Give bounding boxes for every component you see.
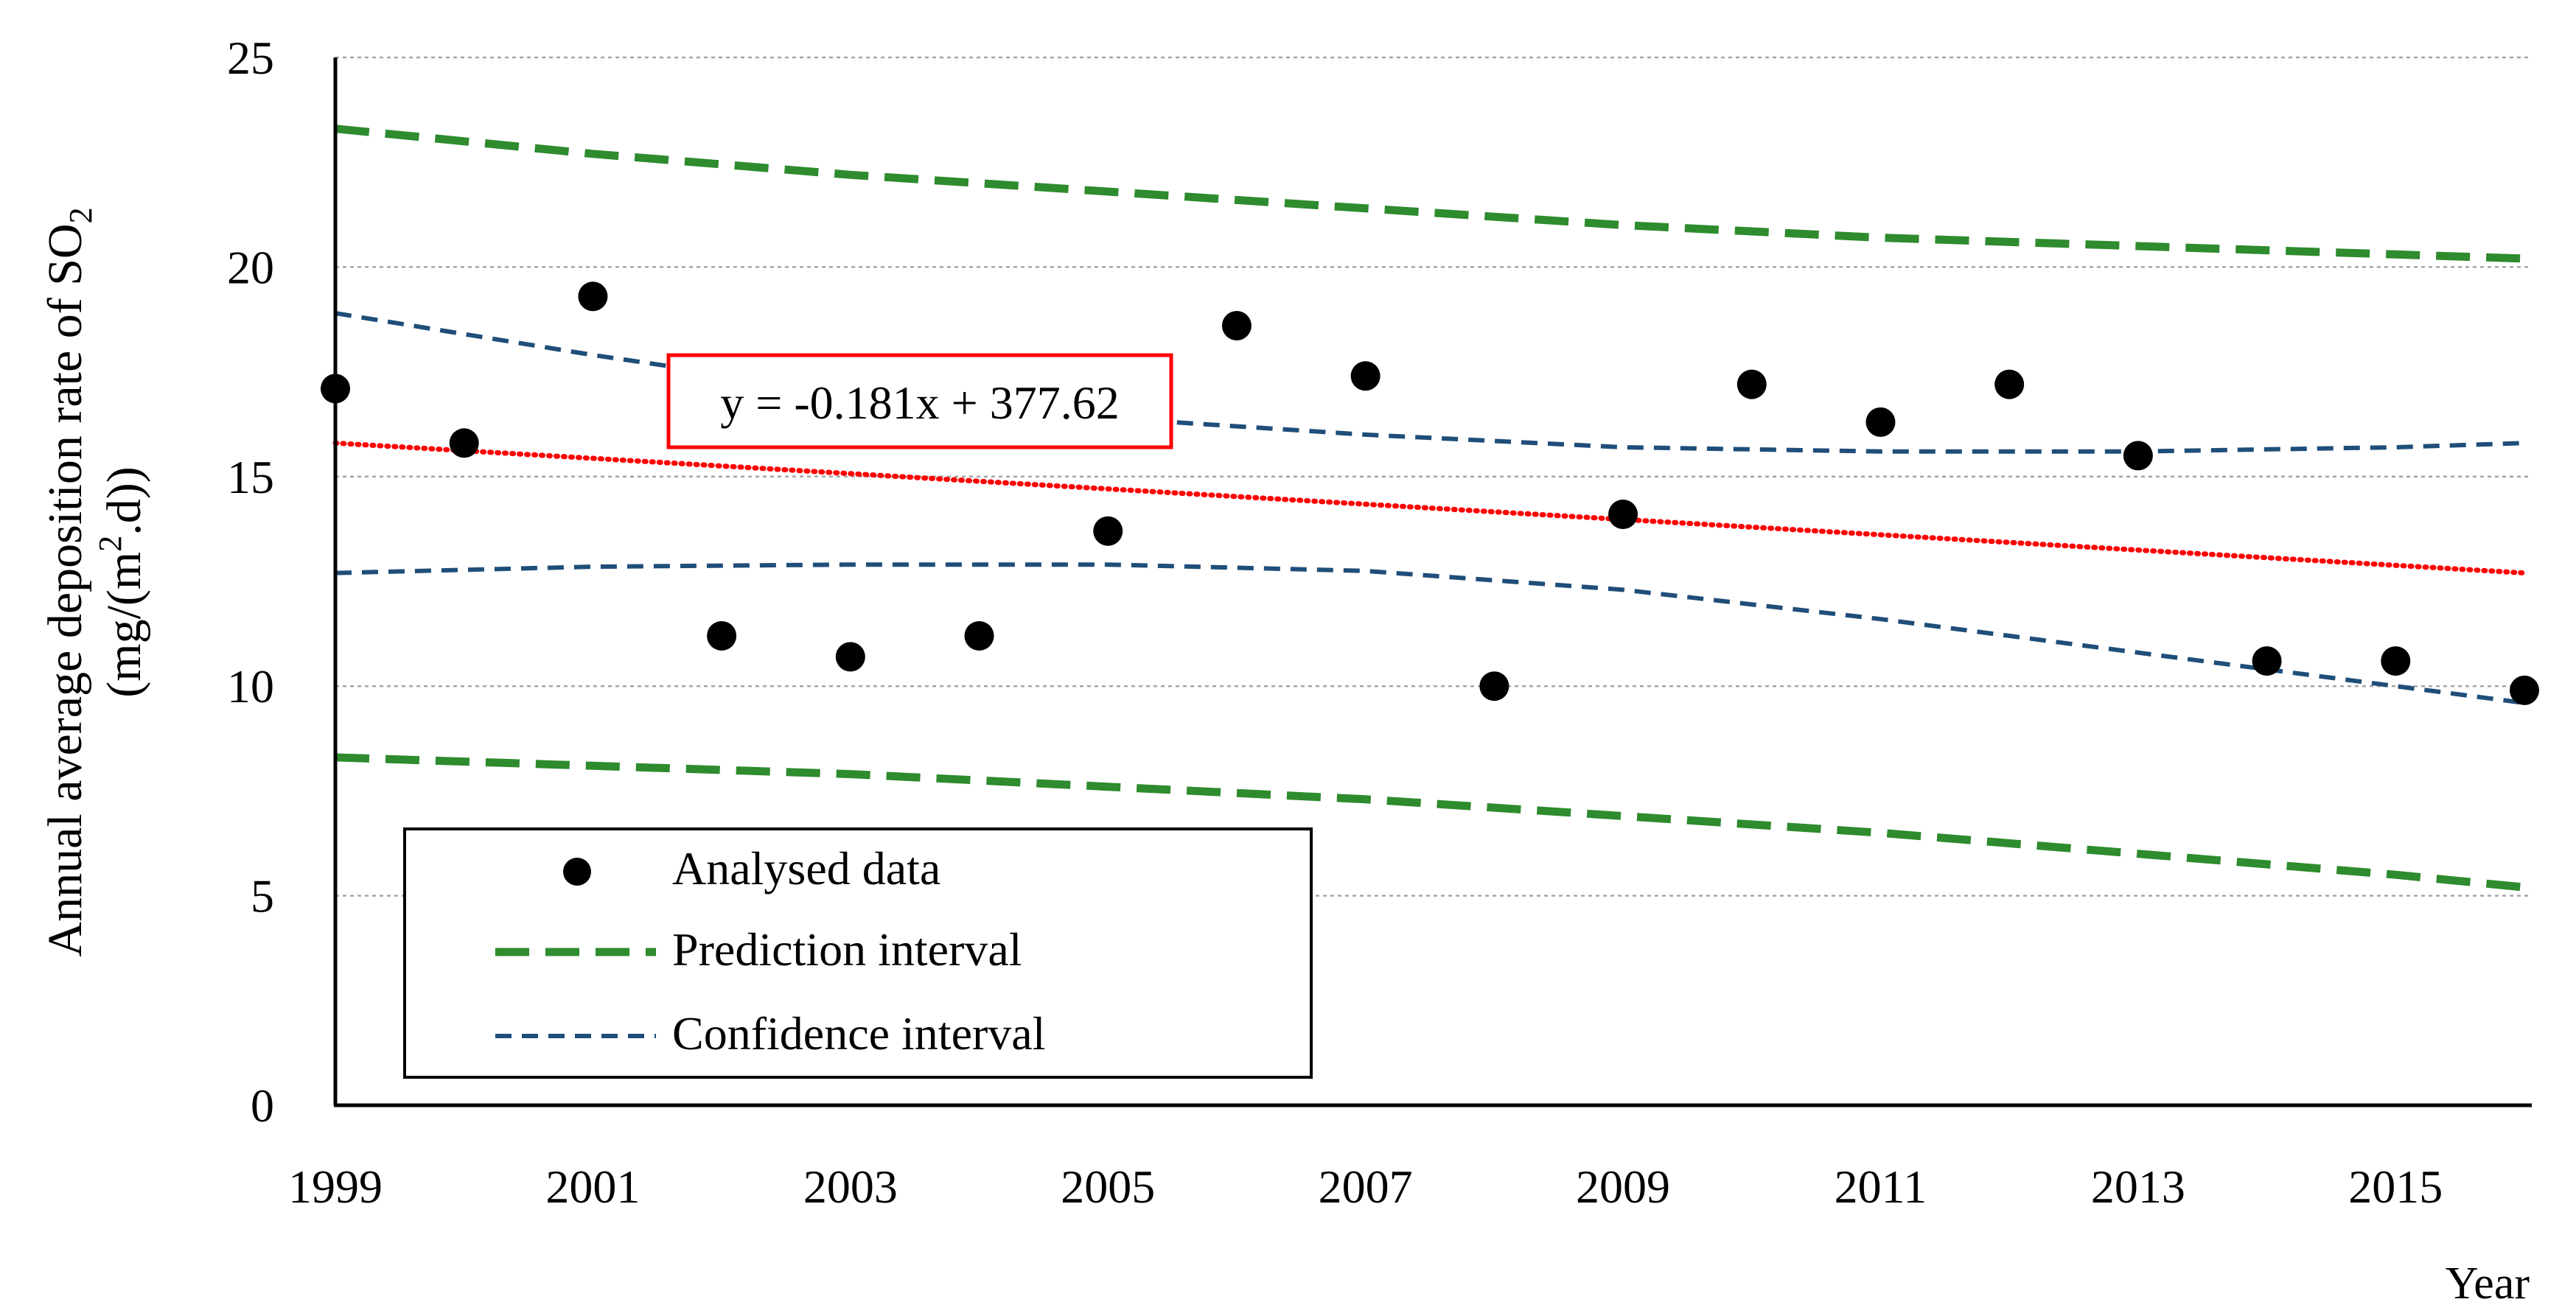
data-point-2004 bbox=[964, 620, 994, 651]
x-tick-label: 2001 bbox=[545, 1161, 640, 1213]
data-point-2010 bbox=[1736, 369, 1767, 399]
svg-text:Annual average deposition rate: Annual average deposition rate of SO2 bbox=[38, 207, 99, 956]
y-axis-title-sub: 2 bbox=[63, 207, 99, 223]
y-axis-title-line2-post: .d)) bbox=[97, 466, 151, 535]
y-axis-title-2: (mg/(m2.d)) bbox=[92, 466, 151, 697]
series-line-confidence-4 bbox=[335, 311, 2525, 454]
legend-point-marker bbox=[563, 858, 591, 886]
data-point-2016 bbox=[2510, 675, 2539, 705]
series-line-prediction-3 bbox=[335, 753, 2525, 892]
legend-item-confidence: Confidence interval bbox=[495, 1007, 1045, 1060]
data-point-2001 bbox=[578, 281, 608, 312]
y-tick-label: 25 bbox=[227, 32, 274, 84]
series-line-trend-1 bbox=[332, 440, 2527, 576]
grid-lines bbox=[335, 56, 2532, 897]
x-tick-labels: 1999 2001 2003 2005 2007 2009 2011 2013 2015 bbox=[288, 1161, 2443, 1213]
data-point-2014 bbox=[2252, 646, 2282, 676]
y-tick-labels: 0 5 10 15 20 25 bbox=[227, 32, 274, 1132]
data-point-2009 bbox=[1608, 499, 1638, 529]
y-tick-label: 10 bbox=[227, 660, 274, 713]
data-point-2006 bbox=[1221, 311, 1252, 341]
x-tick-label: 2015 bbox=[2348, 1161, 2443, 1213]
equation-label: y = -0.181x + 377.62 bbox=[720, 377, 1120, 429]
svg-text:(mg/(m2.d)): (mg/(m2.d)) bbox=[92, 466, 151, 697]
y-tick-label: 5 bbox=[251, 870, 274, 923]
equation-box: y = -0.181x + 377.62 bbox=[666, 353, 1173, 449]
data-point-2003 bbox=[835, 642, 865, 672]
data-point-2002 bbox=[707, 620, 737, 651]
data-point-2011 bbox=[1865, 407, 1896, 437]
x-tick-label: 2009 bbox=[1576, 1161, 1670, 1213]
series-lines bbox=[332, 125, 2527, 892]
y-tick-label: 20 bbox=[227, 241, 274, 293]
series-line-confidence-5 bbox=[335, 562, 2525, 705]
y-tick-label: 0 bbox=[251, 1079, 274, 1132]
x-tick-label: 1999 bbox=[288, 1161, 383, 1213]
x-tick-label: 2007 bbox=[1319, 1161, 1413, 1213]
x-tick-label: 2005 bbox=[1061, 1161, 1155, 1213]
data-points bbox=[321, 281, 2539, 705]
data-point-2012 bbox=[1994, 369, 2025, 399]
y-axis-title-line1: Annual average deposition rate of SO bbox=[38, 223, 92, 956]
axes bbox=[333, 57, 2532, 1107]
y-axis-title-line2-sup: 2 bbox=[92, 536, 128, 552]
legend-label-prediction: Prediction interval bbox=[672, 923, 1022, 976]
data-point-2008 bbox=[1479, 671, 1509, 701]
y-axis-title-line2-pre: (mg/(m bbox=[97, 552, 151, 698]
x-tick-label: 2011 bbox=[1835, 1161, 1927, 1213]
equation-border bbox=[666, 353, 1173, 449]
data-point-2007 bbox=[1350, 361, 1381, 391]
legend: Analysed data Prediction interval Confid… bbox=[403, 827, 1313, 1079]
y-axis-title: Annual average deposition rate of SO2 bbox=[38, 207, 99, 956]
data-point-2013 bbox=[2123, 441, 2153, 471]
legend-item-analysed: Analysed data bbox=[563, 842, 940, 895]
data-point-2015 bbox=[2381, 646, 2411, 676]
series-line-prediction-2 bbox=[335, 125, 2525, 263]
y-tick-label: 15 bbox=[227, 451, 274, 503]
x-tick-label: 2013 bbox=[2091, 1161, 2185, 1213]
x-tick-label: 2003 bbox=[803, 1161, 898, 1213]
legend-label-confidence: Confidence interval bbox=[672, 1007, 1045, 1060]
data-point-2000 bbox=[449, 428, 479, 458]
legend-label-analysed: Analysed data bbox=[672, 842, 940, 895]
data-point-2005 bbox=[1093, 516, 1123, 546]
x-axis-title: Year bbox=[2446, 1259, 2530, 1309]
legend-item-prediction: Prediction interval bbox=[495, 923, 1022, 976]
